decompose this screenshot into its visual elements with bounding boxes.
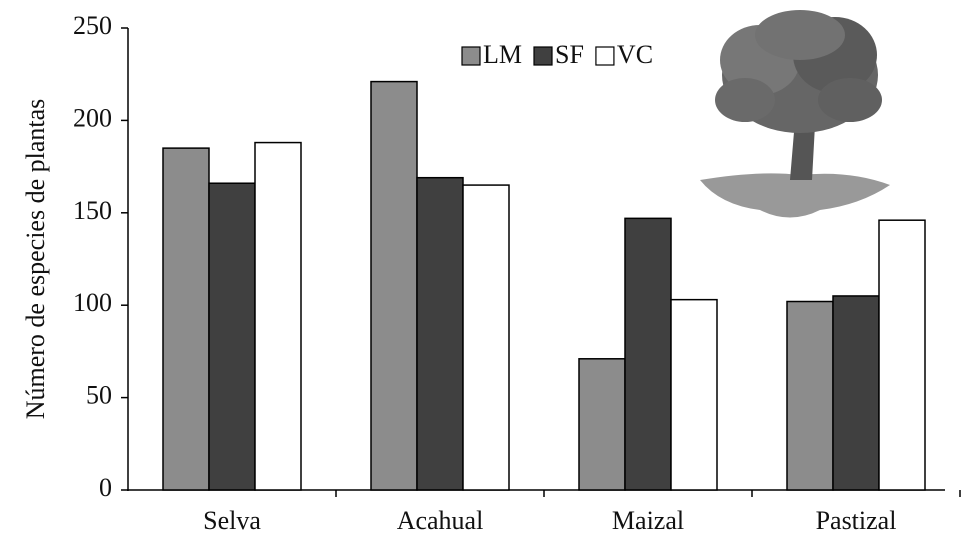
legend-swatch <box>596 47 614 65</box>
x-tick-label: Maizal <box>612 506 684 535</box>
legend-swatch <box>534 47 552 65</box>
legend-label: SF <box>555 40 584 69</box>
bar <box>833 296 879 490</box>
bar <box>209 183 255 490</box>
tree-illustration <box>700 10 890 218</box>
chart: Número de especies de plantas 0 50 100 150 2… <box>0 0 961 535</box>
y-tick-label: 100 <box>73 288 112 317</box>
y-tick-label: 0 <box>99 473 112 502</box>
bar <box>371 82 417 490</box>
bar <box>787 302 833 490</box>
x-tick-label: Selva <box>203 506 261 535</box>
legend-label: LM <box>483 40 522 69</box>
legend-swatch <box>462 47 480 65</box>
y-tick-label: 250 <box>73 11 112 40</box>
x-tick-label: Pastizal <box>816 506 897 535</box>
legend-label: VC <box>617 40 653 69</box>
bar <box>163 148 209 490</box>
bar <box>417 178 463 490</box>
bar <box>625 218 671 490</box>
x-tick-label: Acahual <box>397 506 484 535</box>
bar <box>463 185 509 490</box>
y-tick-label: 150 <box>73 196 112 225</box>
bar <box>879 220 925 490</box>
bar <box>671 300 717 490</box>
bar <box>579 359 625 490</box>
y-tick-label: 200 <box>73 103 112 132</box>
y-axis-label: Número de especies de plantas <box>21 99 50 420</box>
bar <box>255 143 301 490</box>
y-tick-label: 50 <box>86 381 112 410</box>
